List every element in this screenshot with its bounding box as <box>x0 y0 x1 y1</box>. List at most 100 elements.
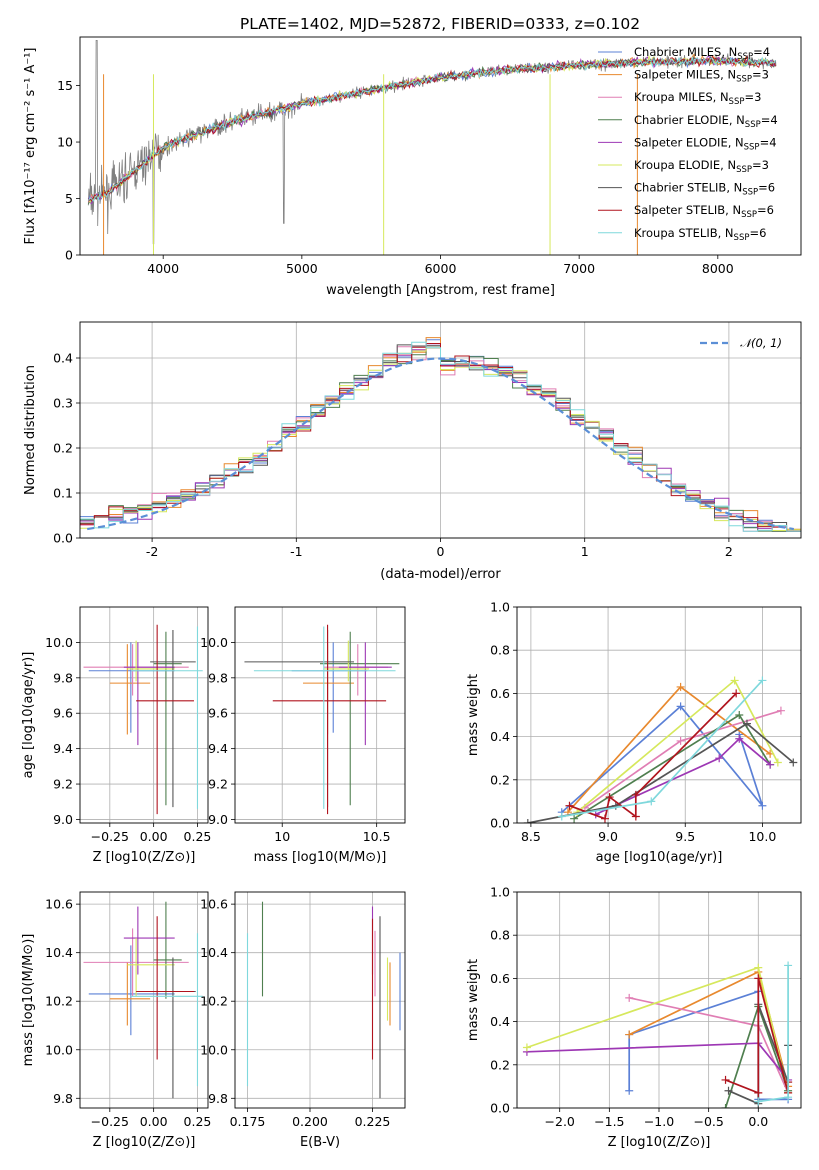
weight-marker <box>732 689 741 698</box>
y-tick-label: 0 <box>65 248 73 263</box>
x-axis-label: Z [log10(Z/Z⊙)] <box>608 1135 711 1150</box>
x-tick-label: 0.175 <box>230 1114 266 1129</box>
x-axis-label: E(B-V) <box>300 1135 340 1150</box>
weight-marker <box>570 814 579 823</box>
y-tick-label: 0.2 <box>490 1057 510 1072</box>
weight-series-line <box>561 679 764 818</box>
x-tick-label: 0 <box>437 544 445 559</box>
y-tick-label: 10.6 <box>200 897 228 912</box>
x-axis-label: Z [log10(Z/Z⊙)] <box>93 850 196 865</box>
weight-marker <box>754 1088 763 1097</box>
x-tick-label: 10.0 <box>748 829 776 844</box>
y-tick-label: 10 <box>57 135 73 150</box>
weight-marker <box>758 801 767 810</box>
y-tick-label: 0.3 <box>53 396 73 411</box>
axes-frame <box>79 36 802 256</box>
weight-marker <box>789 758 798 767</box>
x-tick-label: 4000 <box>147 261 179 276</box>
y-tick-label: 1.0 <box>490 885 510 900</box>
y-tick-label: 9.8 <box>53 1091 73 1106</box>
x-axis-label: age [log10(age/yr)] <box>596 850 723 865</box>
y-axis-label: mass [log10(M/M⊙)] <box>21 934 36 1067</box>
weight-marker <box>730 676 739 685</box>
spectrum-model-line <box>87 56 776 202</box>
weight-series-line <box>526 966 789 1094</box>
y-tick-label: 0.6 <box>490 971 510 986</box>
axes-frame <box>516 606 802 824</box>
x-tick-label: 10.5 <box>363 829 391 844</box>
y-tick-label: 0.0 <box>490 816 510 831</box>
x-axis-label: Z [log10(Z/Z⊙)] <box>93 1135 196 1150</box>
weight-marker <box>773 758 782 767</box>
y-tick-label: 9.4 <box>53 741 73 756</box>
x-tick-label: 6000 <box>425 261 457 276</box>
y-tick-label: 9.0 <box>53 812 73 827</box>
weight-vs-age-panel: 8.5 9.0 9.5 10.0 0.0 0.2 0.4 0.6 0.8 1.0 age [log1… <box>466 600 802 865</box>
weight-marker <box>784 1093 793 1102</box>
y-tick-label: 0.6 <box>490 686 510 701</box>
y-tick-label: 0.8 <box>490 643 510 658</box>
x-tick-label: 9.0 <box>598 829 618 844</box>
y-tick-label: 10.0 <box>200 1042 228 1057</box>
x-tick-label: −1.0 <box>644 1114 674 1129</box>
y-tick-label: 0.2 <box>53 441 73 456</box>
weight-marker <box>735 711 744 719</box>
weight-marker <box>766 760 775 769</box>
y-tick-label: 9.6 <box>208 706 228 721</box>
legend-label: Salpeter ELODIE, NSSP=4 <box>634 135 777 152</box>
gaussian-reference-line <box>87 357 794 531</box>
age-vs-metallicity-panel: −0.25 0.00 0.25 9.0 9.2 9.4 9.6 9.8 10.0 Z [log10… <box>21 606 211 865</box>
y-tick-label: 10.4 <box>45 945 73 960</box>
x-axis-label: mass [log10(M/M⊙)] <box>254 850 387 865</box>
x-tick-label: 2 <box>725 544 733 559</box>
y-tick-label: 9.2 <box>53 777 73 792</box>
x-tick-label: −0.25 <box>91 829 129 844</box>
x-tick-label: 8000 <box>702 261 734 276</box>
y-tick-label: 10.0 <box>200 635 228 650</box>
figure-title: PLATE=1402, MJD=52872, FIBERID=0333, z=0… <box>240 15 640 33</box>
y-tick-label: 9.2 <box>208 777 228 792</box>
weight-marker <box>754 963 763 972</box>
legend-label: Chabrier ELODIE, NSSP=4 <box>634 113 778 130</box>
weight-marker <box>676 702 685 711</box>
x-tick-label: 0.25 <box>184 1114 212 1129</box>
x-tick-label: −0.5 <box>693 1114 723 1129</box>
y-tick-label: 10.0 <box>45 635 73 650</box>
y-tick-label: 10.6 <box>45 897 73 912</box>
y-axis-label: Normed distribution <box>23 365 38 495</box>
mass-vs-metallicity-panel: −0.25 0.00 0.25 9.8 10.0 10.2 10.4 10.6 Z [log10… <box>21 891 212 1150</box>
weight-marker <box>523 819 532 823</box>
x-tick-label: 5000 <box>286 261 318 276</box>
x-tick-label: -2 <box>146 544 158 559</box>
y-tick-label: 9.4 <box>208 741 228 756</box>
legend-label: Chabrier STELIB, NSSP=6 <box>634 181 775 198</box>
weight-marker <box>522 1043 531 1052</box>
y-tick-label: 15 <box>57 78 73 93</box>
weight-series-line <box>725 978 789 1095</box>
x-tick-label: 0.225 <box>355 1114 391 1129</box>
y-tick-label: 9.6 <box>53 706 73 721</box>
weight-marker <box>721 1075 730 1084</box>
x-tick-label: 1 <box>581 544 589 559</box>
weight-marker <box>754 1097 763 1106</box>
weight-marker <box>742 719 751 728</box>
legend-label: 𝒩(0, 1) <box>740 336 782 350</box>
weight-vs-metallicity-panel: −2.0 −1.5 −1.0 −0.5 0.0 0.0 0.2 0.4 0.6 0.8 1.0 Z [… <box>466 885 802 1150</box>
weight-marker <box>724 1086 733 1095</box>
y-axis-label: Flux [fλ10⁻¹⁷ erg cm⁻² s⁻¹ A⁻¹] <box>23 48 38 245</box>
legend-label: Salpeter STELIB, NSSP=6 <box>634 203 774 220</box>
y-tick-label: 9.8 <box>208 670 228 685</box>
x-tick-label: 10 <box>274 829 290 844</box>
weight-marker <box>735 734 744 743</box>
x-tick-label: 0.00 <box>140 1114 168 1129</box>
legend-label: Kroupa STELIB, NSSP=6 <box>634 226 766 243</box>
weight-series-line <box>526 1042 789 1081</box>
legend-label: Salpeter MILES, NSSP=3 <box>634 68 769 85</box>
x-tick-label: 9.5 <box>675 829 695 844</box>
weight-marker <box>754 974 763 983</box>
y-tick-label: 5 <box>65 191 73 206</box>
y-tick-label: 10.2 <box>45 994 73 1009</box>
weight-marker <box>784 961 793 970</box>
weight-marker <box>631 790 640 799</box>
